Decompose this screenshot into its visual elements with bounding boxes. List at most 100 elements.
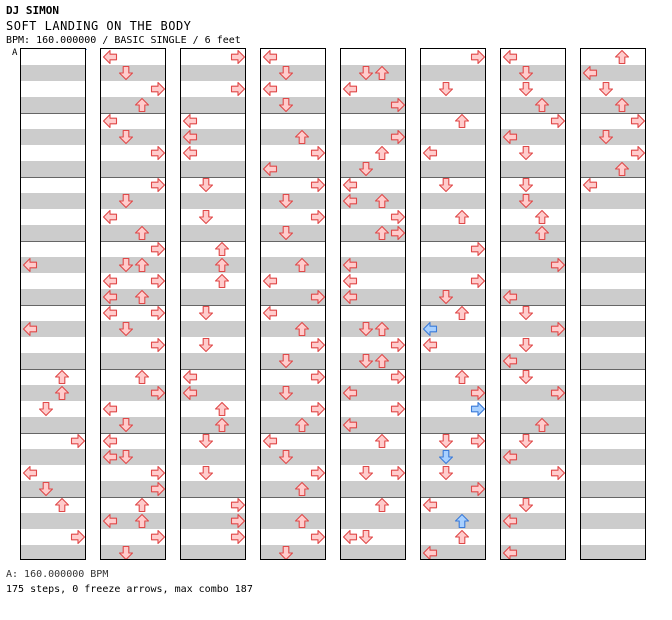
beat-band — [581, 385, 645, 401]
measure-line — [261, 241, 325, 242]
measure-line — [181, 497, 245, 498]
step-arrow-right — [150, 241, 165, 257]
beat-band — [581, 161, 645, 177]
beat-band — [261, 321, 325, 337]
step-arrow-left — [342, 273, 358, 289]
beat-band — [341, 257, 405, 273]
step-arrow-left — [182, 129, 198, 145]
step-arrow-left-special — [422, 321, 438, 337]
beat-band — [261, 289, 325, 305]
beat-band — [181, 385, 245, 401]
step-arrow-down — [278, 353, 294, 369]
measure-line — [21, 305, 85, 306]
measure-line — [341, 497, 405, 498]
beat-band — [421, 161, 485, 177]
step-arrow-right — [310, 177, 325, 193]
step-arrow-left — [22, 465, 38, 481]
measure-line — [501, 305, 565, 306]
beat-band — [181, 65, 245, 81]
step-arrow-down — [278, 97, 294, 113]
chart-column-3 — [180, 48, 246, 560]
step-arrow-right — [150, 273, 165, 289]
beat-band — [581, 65, 645, 81]
step-arrow-right — [230, 513, 245, 529]
step-arrow-left — [102, 49, 118, 65]
step-arrow-left — [262, 273, 278, 289]
step-arrow-up — [214, 273, 230, 289]
beat-band — [181, 481, 245, 497]
beat-band — [581, 193, 645, 209]
beat-band — [341, 513, 405, 529]
chart-column-8 — [580, 48, 646, 560]
beat-band — [581, 289, 645, 305]
step-arrow-right — [390, 97, 405, 113]
step-arrow-right — [310, 209, 325, 225]
step-arrow-right — [70, 529, 85, 545]
beat-band — [261, 129, 325, 145]
step-arrow-left — [102, 273, 118, 289]
step-arrow-up — [374, 225, 390, 241]
measure-line — [581, 305, 645, 306]
step-arrow-up — [134, 225, 150, 241]
measure-line — [341, 241, 405, 242]
step-arrow-right — [230, 81, 245, 97]
step-arrow-right — [150, 81, 165, 97]
beat-band — [21, 65, 85, 81]
step-arrow-down — [278, 385, 294, 401]
beat-band — [261, 417, 325, 433]
beat-band — [181, 353, 245, 369]
step-arrow-left — [102, 513, 118, 529]
measure-line — [341, 369, 405, 370]
measure-line — [501, 433, 565, 434]
step-arrow-left — [422, 337, 438, 353]
beat-band — [341, 385, 405, 401]
step-arrow-up — [454, 209, 470, 225]
step-arrow-left — [422, 497, 438, 513]
measure-line — [21, 177, 85, 178]
step-arrow-left — [342, 177, 358, 193]
beat-band — [501, 481, 565, 497]
beat-band — [181, 129, 245, 145]
step-arrow-right — [390, 369, 405, 385]
measure-line — [581, 433, 645, 434]
step-arrow-right — [70, 433, 85, 449]
step-arrow-left — [502, 289, 518, 305]
step-arrow-down — [118, 65, 134, 81]
step-arrow-down — [518, 177, 534, 193]
measure-line — [421, 177, 485, 178]
measure-line — [581, 497, 645, 498]
step-arrow-down — [358, 465, 374, 481]
step-arrow-left — [182, 113, 198, 129]
measure-line — [501, 113, 565, 114]
beat-band — [101, 97, 165, 113]
beat-band — [421, 193, 485, 209]
beat-band — [501, 129, 565, 145]
measure-line — [581, 177, 645, 178]
beat-band — [101, 161, 165, 177]
beat-band — [21, 225, 85, 241]
measure-line — [421, 241, 485, 242]
step-arrow-up-special — [454, 513, 470, 529]
beat-band — [421, 417, 485, 433]
step-arrow-left — [342, 289, 358, 305]
step-arrow-left — [182, 145, 198, 161]
measure-line — [21, 433, 85, 434]
beat-band — [581, 257, 645, 273]
measure-line — [581, 241, 645, 242]
bpm-marker-label: A — [12, 48, 18, 58]
step-arrow-right — [550, 113, 565, 129]
beat-band — [21, 257, 85, 273]
step-arrow-up — [134, 369, 150, 385]
measure-line — [501, 497, 565, 498]
step-arrow-right-special — [470, 401, 485, 417]
step-arrow-right — [470, 385, 485, 401]
step-arrow-up — [454, 113, 470, 129]
beat-band — [341, 289, 405, 305]
step-arrow-down — [518, 145, 534, 161]
beat-band — [421, 481, 485, 497]
beat-band — [21, 161, 85, 177]
measure-line — [21, 369, 85, 370]
step-arrow-down — [198, 209, 214, 225]
step-arrow-right — [310, 337, 325, 353]
measure-line — [341, 113, 405, 114]
